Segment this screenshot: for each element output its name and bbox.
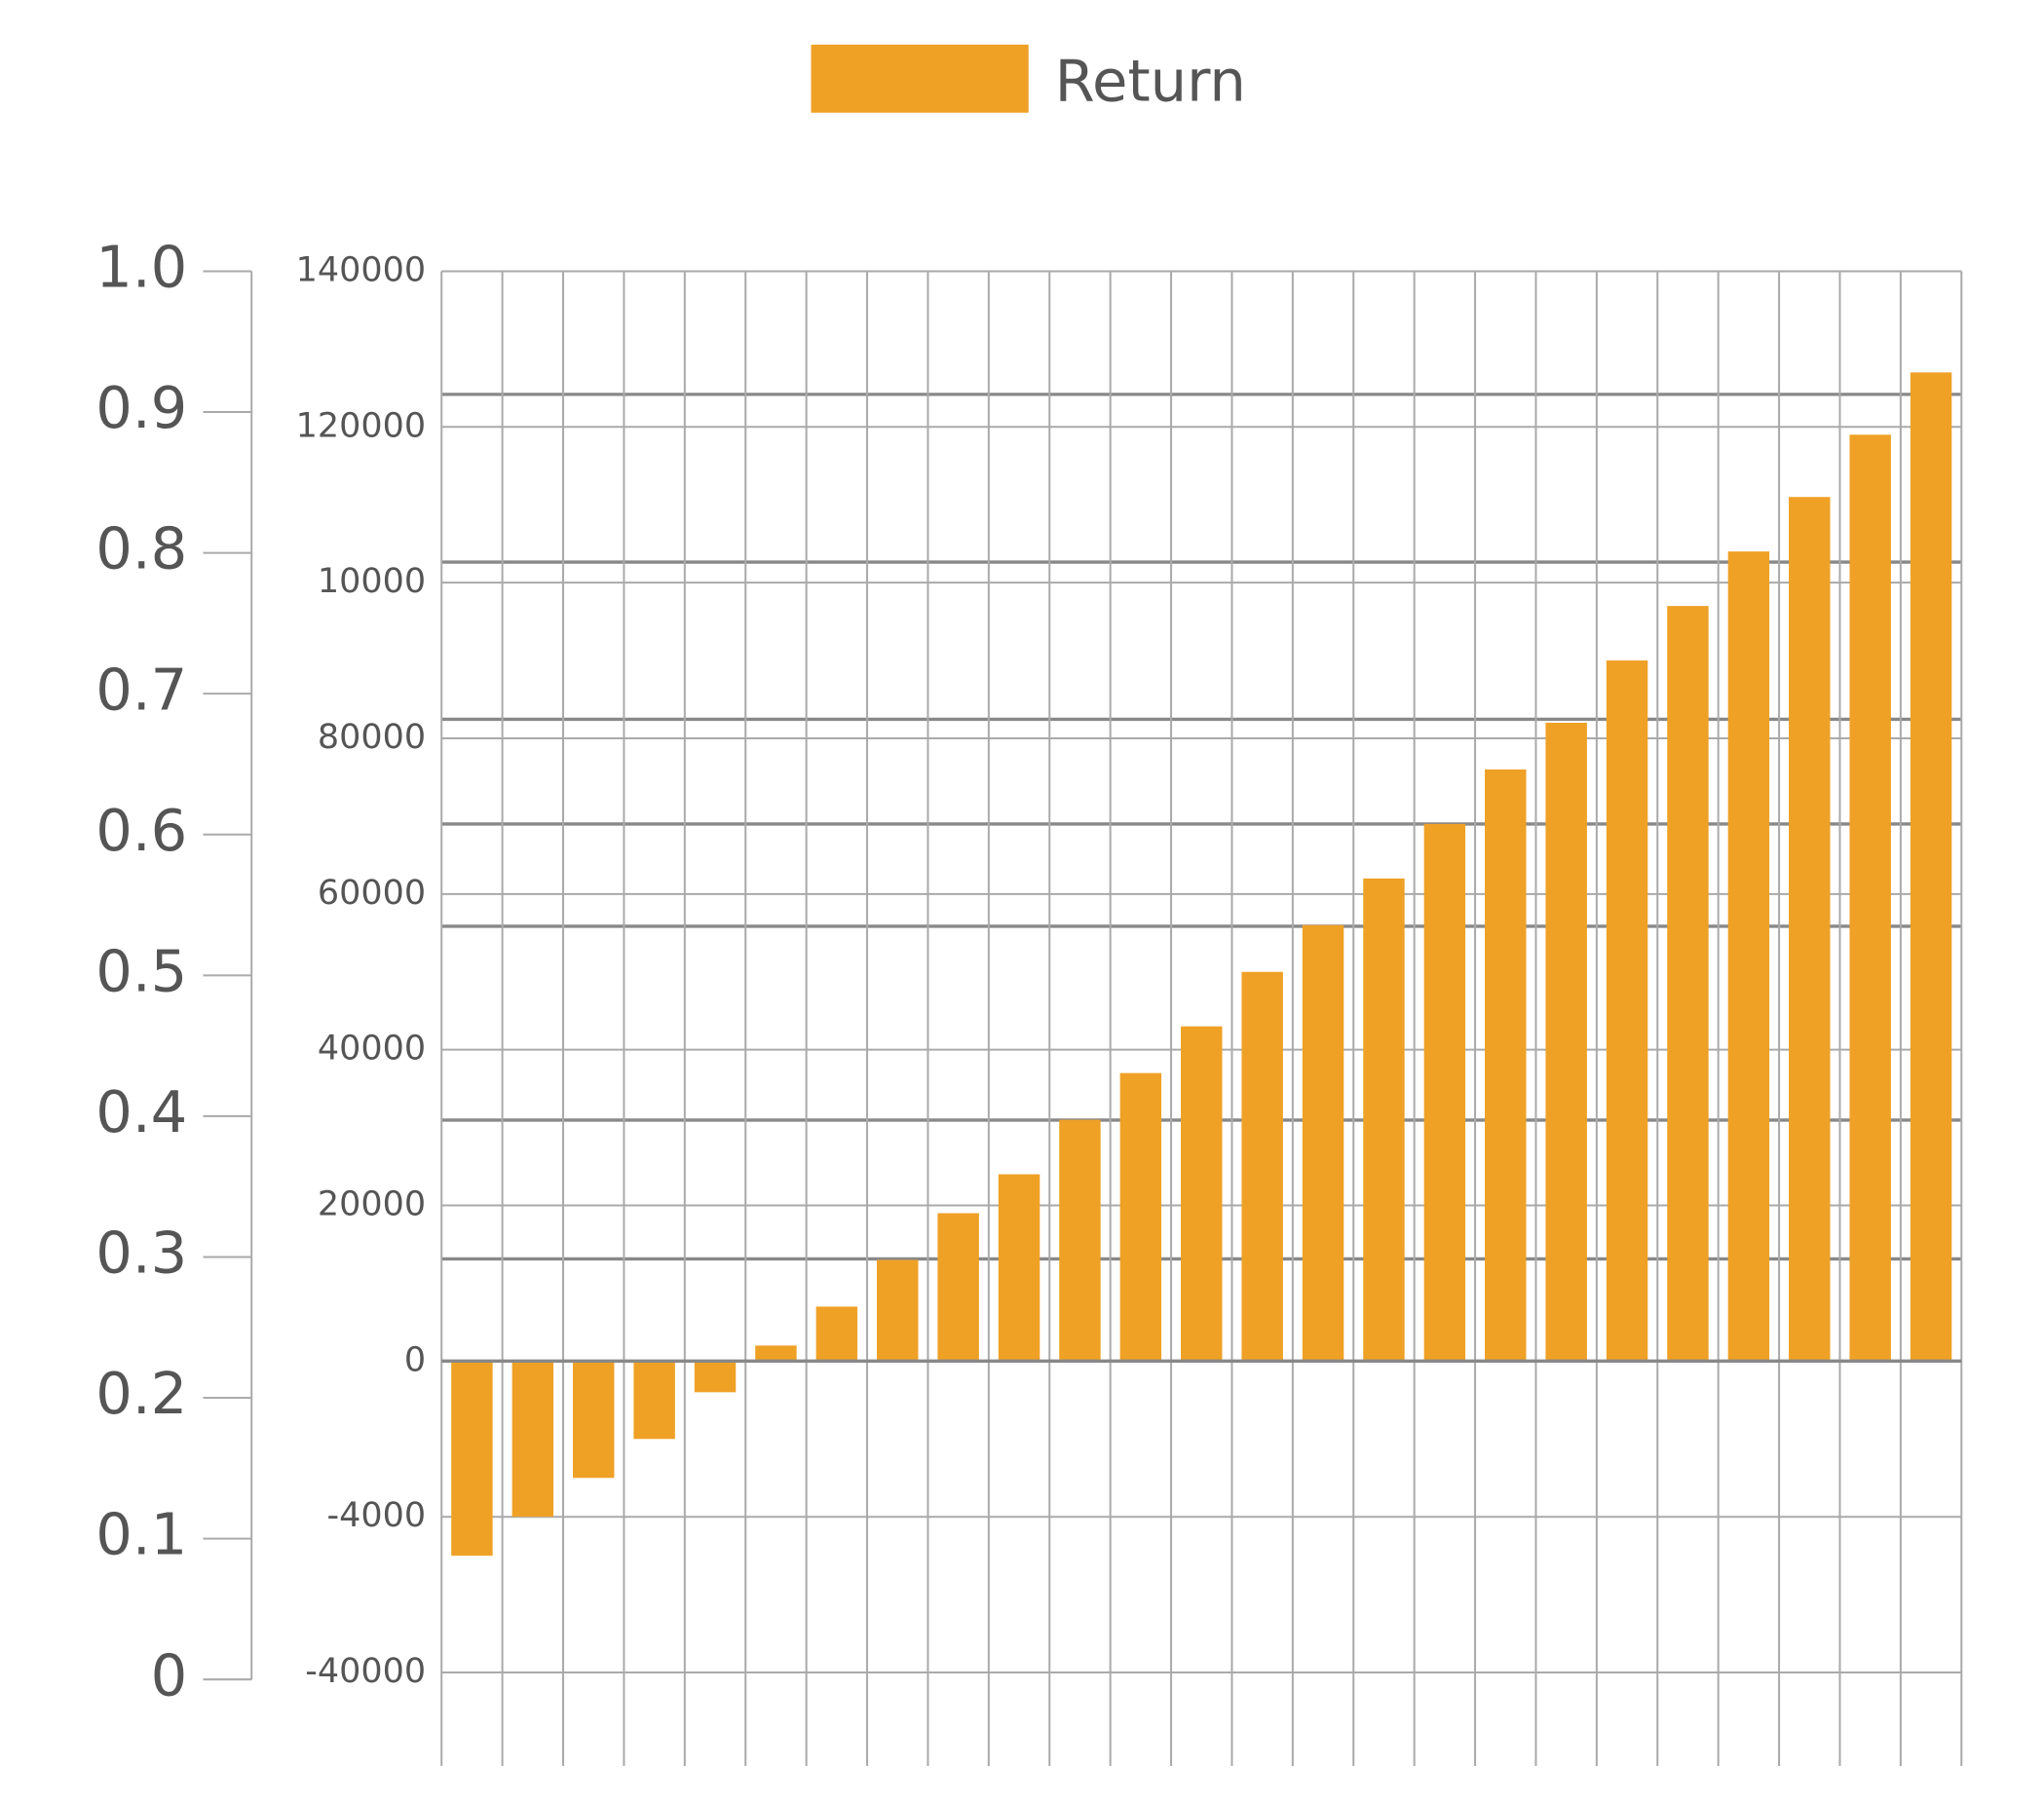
bar (1667, 606, 1709, 1362)
legend-swatch (811, 44, 1029, 113)
y-tick-label: 10000 (318, 562, 426, 601)
bar (1119, 1072, 1162, 1362)
bar (1789, 497, 1831, 1362)
y-tick-label: -4000 (327, 1496, 427, 1535)
y2-tick-label: 0.1 (95, 1501, 187, 1568)
bar (998, 1174, 1041, 1362)
y2-tick-label: 0.5 (95, 937, 187, 1004)
y-tick-label: 80000 (318, 718, 426, 757)
bar (1302, 924, 1344, 1362)
y2-tick-label: 0.2 (95, 1360, 187, 1427)
bar (1363, 878, 1405, 1362)
y2-tick-label: 0.3 (95, 1220, 187, 1287)
bar (694, 1361, 737, 1393)
y2-tick-label: 0.7 (95, 656, 187, 723)
bar (877, 1259, 919, 1362)
bar (1241, 971, 1283, 1362)
bar (937, 1213, 979, 1362)
bar (815, 1306, 858, 1362)
y-tick-label: 120000 (296, 406, 426, 445)
y-tick-label: 140000 (296, 250, 426, 289)
legend-label: Return (1055, 48, 1246, 115)
y2-tick-label: 0.4 (95, 1078, 187, 1145)
bar (1059, 1119, 1101, 1362)
bar (1849, 434, 1891, 1362)
bar (633, 1361, 675, 1440)
bar (511, 1361, 554, 1518)
bar (1485, 769, 1527, 1362)
y-tick-label: -40000 (305, 1652, 426, 1691)
bar (1727, 551, 1770, 1362)
y2-tick-label: 0.9 (95, 374, 187, 441)
bar (451, 1361, 493, 1557)
y2-tick-label: 0.8 (95, 515, 187, 582)
y2-tick-label: 0.6 (95, 797, 187, 864)
bar (1181, 1026, 1223, 1362)
bar (1606, 660, 1648, 1362)
y-tick-label: 0 (404, 1340, 426, 1379)
bar (573, 1361, 615, 1479)
y2-tick-label: 1.0 (95, 234, 187, 301)
y2-tick-label: 0 (151, 1641, 188, 1708)
y-tick-label: 60000 (318, 874, 426, 913)
y-tick-label: 20000 (318, 1185, 426, 1224)
bar (1545, 722, 1587, 1362)
y-tick-label: 40000 (318, 1030, 426, 1069)
bar (755, 1345, 797, 1362)
bar (1910, 372, 1952, 1362)
bar (1423, 823, 1466, 1362)
